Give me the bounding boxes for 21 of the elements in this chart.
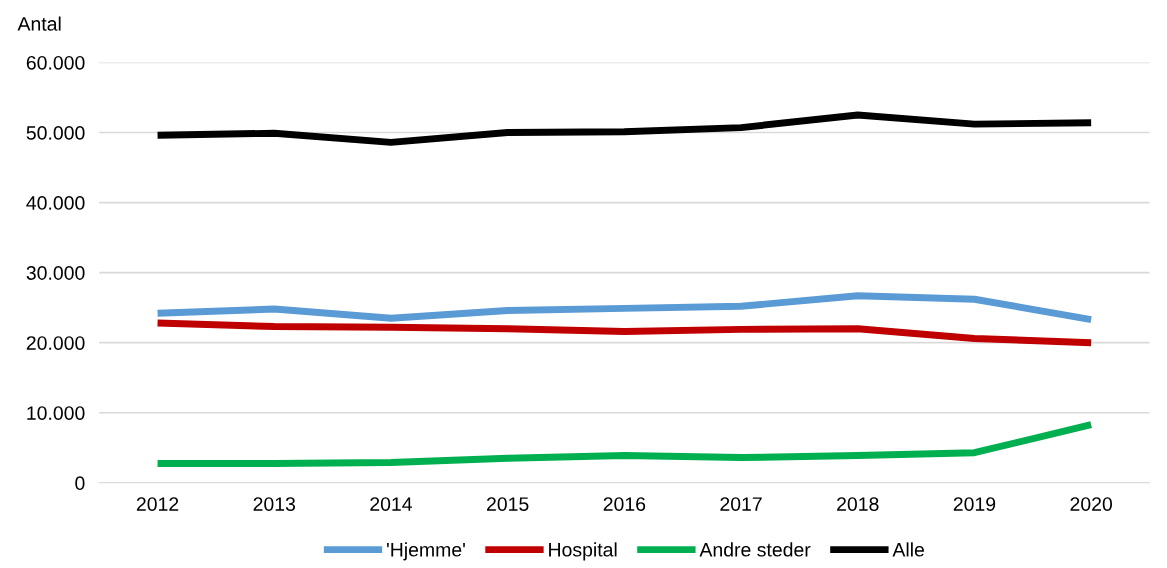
y-tick-label: 20.000 [26,336,85,350]
x-tick-label: 2012 [136,497,179,511]
x-tick-label: 2020 [1070,497,1113,511]
legend-label: Alle [892,542,924,557]
y-tick-label: 30.000 [26,266,85,280]
y-tick-label: 60.000 [26,55,85,70]
legend-label: 'Hjemme' [387,542,465,561]
y-tick-label: 0 [75,476,85,491]
y-axis-title: Antal [17,16,61,31]
x-tick-label: 2013 [253,497,296,511]
legend-label: Hospital [549,542,617,561]
y-tick-label: 10.000 [27,406,85,420]
x-tick-label: 2014 [370,497,413,511]
y-tick-label: 40.000 [26,196,85,210]
x-tick-label: 2017 [720,497,762,511]
x-tick-label: 2019 [953,497,996,511]
x-tick-label: 2018 [837,497,879,511]
legend-label: Andre steder [699,542,811,557]
y-tick-label: 50.000 [26,126,85,140]
x-tick-label: 2015 [487,497,529,511]
x-tick-label: 2016 [603,497,646,511]
